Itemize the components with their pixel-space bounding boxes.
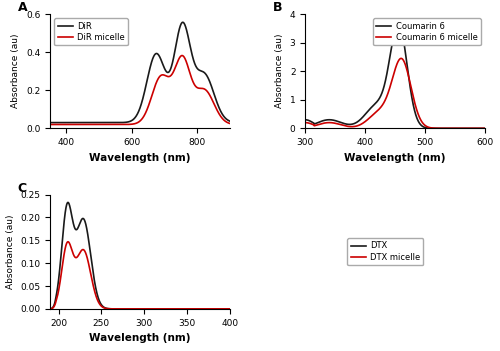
DiR	[222, 115, 228, 119]
DiR micelle	[188, 76, 194, 80]
DiR	[130, 118, 136, 122]
Coumarin 6 micelle	[312, 124, 318, 128]
DTX micelle	[227, 307, 233, 311]
DTX micelle	[134, 307, 140, 311]
Coumarin 6 micelle	[302, 120, 308, 125]
X-axis label: Wavelength (nm): Wavelength (nm)	[344, 153, 446, 163]
DiR	[180, 20, 186, 24]
DTX micelle	[56, 285, 62, 290]
X-axis label: Wavelength (nm): Wavelength (nm)	[89, 333, 190, 343]
DiR micelle	[222, 119, 228, 123]
Coumarin 6	[312, 122, 318, 126]
DTX micelle	[222, 307, 228, 311]
Coumarin 6 micelle	[390, 76, 396, 80]
Coumarin 6 micelle	[477, 126, 483, 131]
Coumarin 6 micelle	[444, 126, 450, 131]
Coumarin 6	[477, 126, 483, 131]
DTX micelle	[188, 307, 194, 311]
DiR	[56, 120, 62, 125]
DiR micelle	[179, 53, 185, 58]
DTX	[222, 307, 228, 311]
Text: B: B	[273, 1, 282, 14]
Legend: Coumarin 6, Coumarin 6 micelle: Coumarin 6, Coumarin 6 micelle	[373, 18, 481, 45]
Legend: DTX, DTX micelle: DTX, DTX micelle	[347, 238, 424, 265]
Coumarin 6	[302, 118, 308, 122]
DiR	[134, 112, 140, 116]
Y-axis label: Absorbance (au): Absorbance (au)	[275, 34, 284, 108]
Text: A: A	[18, 1, 28, 14]
Coumarin 6	[390, 38, 396, 42]
DTX	[222, 307, 228, 311]
DTX micelle	[130, 307, 136, 311]
DiR micelle	[222, 119, 228, 123]
DiR	[188, 51, 194, 55]
DiR	[227, 119, 233, 123]
Coumarin 6	[477, 126, 483, 131]
DiR micelle	[47, 122, 53, 127]
DTX micelle	[222, 307, 228, 311]
DTX micelle	[65, 240, 71, 244]
DTX	[65, 200, 71, 205]
DTX	[47, 307, 53, 311]
Coumarin 6 micelle	[398, 56, 404, 60]
Y-axis label: Absorbance (au): Absorbance (au)	[6, 214, 15, 289]
DTX	[130, 307, 136, 311]
DTX micelle	[47, 307, 53, 311]
Line: DiR: DiR	[50, 22, 230, 122]
X-axis label: Wavelength (nm): Wavelength (nm)	[89, 153, 190, 163]
DTX	[188, 307, 194, 311]
Coumarin 6 micelle	[482, 126, 488, 131]
Line: Coumarin 6 micelle: Coumarin 6 micelle	[305, 58, 485, 128]
Line: DTX: DTX	[50, 203, 230, 309]
DiR micelle	[134, 121, 140, 125]
DTX	[56, 272, 62, 277]
Line: DiR micelle: DiR micelle	[50, 55, 230, 125]
Coumarin 6	[444, 126, 450, 131]
Coumarin 6 micelle	[385, 91, 391, 95]
DiR	[47, 120, 53, 125]
DiR	[222, 115, 228, 119]
DTX	[134, 307, 140, 311]
Legend: DiR, DiR micelle: DiR, DiR micelle	[54, 18, 128, 45]
DiR micelle	[227, 121, 233, 126]
Line: DTX micelle: DTX micelle	[50, 242, 230, 309]
Line: Coumarin 6: Coumarin 6	[305, 22, 485, 128]
DiR micelle	[130, 122, 136, 126]
Coumarin 6	[482, 126, 488, 131]
Coumarin 6	[395, 20, 401, 25]
Coumarin 6	[385, 66, 391, 71]
DiR micelle	[56, 122, 62, 127]
Text: C: C	[18, 181, 27, 194]
DTX	[227, 307, 233, 311]
Coumarin 6 micelle	[477, 126, 483, 131]
Y-axis label: Absorbance (au): Absorbance (au)	[12, 34, 20, 108]
